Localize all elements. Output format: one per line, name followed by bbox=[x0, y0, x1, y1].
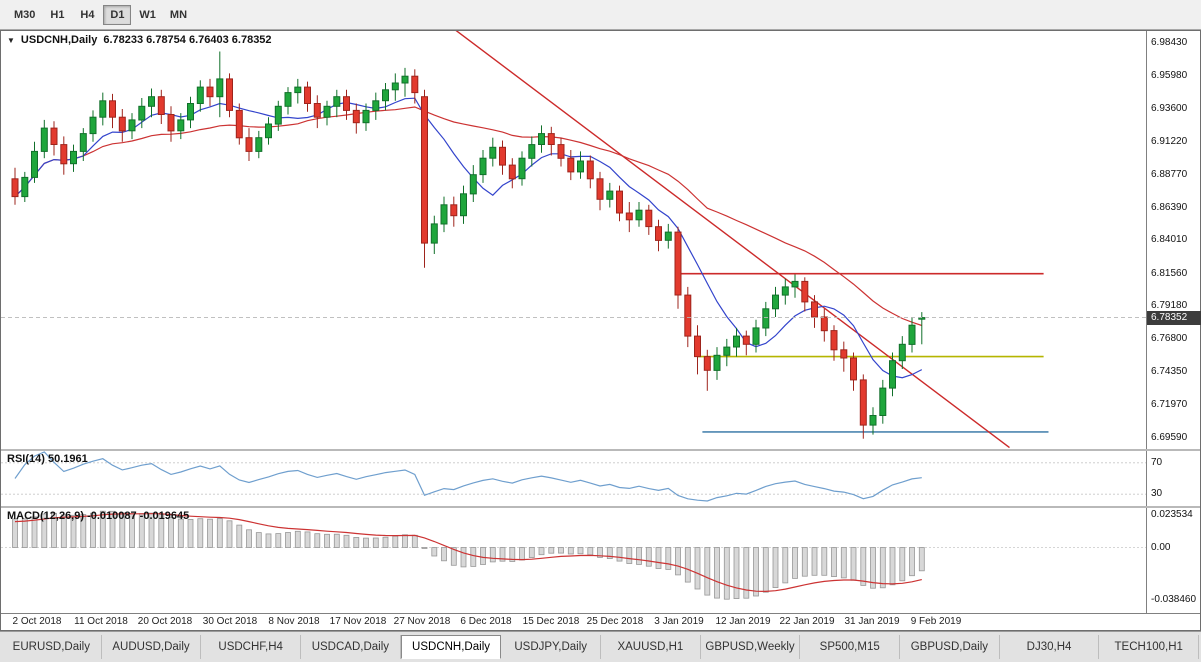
price-scale-label: 6.93600 bbox=[1151, 103, 1188, 114]
time-axis-label: 27 Nov 2018 bbox=[393, 616, 451, 627]
price-scale-label: 6.88770 bbox=[1151, 169, 1188, 180]
chart-tab-gbpusd[interactable]: GBPUSD,Weekly bbox=[700, 635, 801, 659]
timeframe-button-h4[interactable]: H4 bbox=[80, 8, 95, 21]
candlestick-canvas[interactable] bbox=[1, 31, 1146, 449]
chart-tab-tech100[interactable]: TECH100,H1 bbox=[1099, 635, 1200, 659]
time-axis-label: 22 Jan 2019 bbox=[779, 616, 835, 627]
chart-title: ▼ USDCNH,Daily 6.78233 6.78754 6.76403 6… bbox=[7, 34, 272, 46]
time-axis-label: 6 Dec 2018 bbox=[460, 616, 512, 627]
rsi-panel: RSI(14) 50.1961 70 30 bbox=[1, 451, 1200, 506]
time-axis-label: 20 Oct 2018 bbox=[137, 616, 193, 627]
time-axis-label: 15 Dec 2018 bbox=[522, 616, 580, 627]
chart-tab-gbpusd[interactable]: GBPUSD,Daily bbox=[900, 635, 1000, 659]
macd-canvas[interactable] bbox=[1, 508, 1146, 613]
timeframe-button-d1[interactable]: D1 bbox=[103, 4, 132, 25]
panel-splitter[interactable] bbox=[1, 506, 1200, 508]
chart-tabs-bar: EURUSD,Daily AUDUSD,Daily USDCHF,H4 USDCAD,… bbox=[0, 631, 1201, 662]
timeframe-button-w1[interactable]: W1 bbox=[139, 8, 156, 21]
time-axis-label: 25 Dec 2018 bbox=[586, 616, 644, 627]
panel-splitter[interactable] bbox=[1, 449, 1200, 451]
time-axis-label: 3 Jan 2019 bbox=[654, 616, 704, 627]
time-axis-label: 12 Jan 2019 bbox=[715, 616, 771, 627]
chart-tab-dj30[interactable]: DJ30,H4 bbox=[999, 635, 1100, 659]
price-scale-label: 6.84010 bbox=[1151, 234, 1188, 245]
price-scale[interactable]: 6.98430 6.95980 6.93600 6.91220 6.88770 6.863… bbox=[1146, 31, 1201, 449]
macd-scale[interactable]: 0.023534 0.00 -0.038460 bbox=[1146, 508, 1200, 613]
rsi-scale[interactable]: 70 30 bbox=[1146, 451, 1200, 506]
chart-ohlc-values: 6.78233 6.78754 6.76403 6.78352 bbox=[103, 34, 272, 46]
chart-tab-sp500[interactable]: SP500,M15 bbox=[800, 635, 901, 659]
chart-marker-icon: ▼ bbox=[7, 35, 15, 45]
rsi-scale-label: 70 bbox=[1151, 457, 1163, 468]
timeframe-button-mn[interactable]: MN bbox=[169, 8, 188, 21]
price-scale-label: 6.91220 bbox=[1151, 136, 1188, 147]
time-axis-label: 17 Nov 2018 bbox=[329, 616, 387, 627]
price-scale-label: 6.69590 bbox=[1151, 432, 1188, 443]
price-scale-label: 6.98430 bbox=[1151, 37, 1188, 48]
price-scale-label: 6.79180 bbox=[1151, 300, 1188, 311]
main-chart-panel: ▼ USDCNH,Daily 6.78233 6.78754 6.76403 6… bbox=[1, 31, 1201, 449]
chart-tab-audusd[interactable]: AUDUSD,Daily bbox=[101, 635, 202, 659]
timeframe-toolbar: M30 H1 H4 D1 W1 MN bbox=[0, 0, 1201, 30]
rsi-label: RSI(14) 50.1961 bbox=[7, 453, 88, 465]
chart-symbol: USDCNH,Daily bbox=[20, 34, 98, 46]
time-axis[interactable]: 2 Oct 2018 11 Oct 2018 20 Oct 2018 30 Oct 2… bbox=[1, 613, 1200, 630]
rsi-canvas[interactable] bbox=[1, 451, 1146, 506]
macd-scale-label: 0.023534 bbox=[1151, 509, 1193, 520]
price-scale-label: 6.95980 bbox=[1151, 70, 1188, 81]
macd-scale-label: -0.038460 bbox=[1151, 594, 1197, 605]
chart-tab-usdjpy[interactable]: USDJPY,Daily bbox=[501, 635, 602, 659]
timeframe-button-m30[interactable]: M30 bbox=[14, 8, 36, 21]
current-price-badge: 6.78352 bbox=[1147, 311, 1201, 325]
price-scale-label: 6.76800 bbox=[1151, 333, 1188, 344]
chart-tab-usdcad[interactable]: USDCAD,Daily bbox=[301, 635, 401, 659]
timeframe-button-h1[interactable]: H1 bbox=[50, 8, 65, 21]
macd-scale-label: 0.00 bbox=[1151, 542, 1171, 553]
chart-window: ▼ USDCNH,Daily 6.78233 6.78754 6.76403 6… bbox=[0, 30, 1201, 631]
time-axis-label: 2 Oct 2018 bbox=[12, 616, 62, 627]
chart-tab-xauusd[interactable]: XAUUSD,H1 bbox=[601, 635, 701, 659]
macd-label: MACD(12,26,9) -0.010087 -0.019645 bbox=[7, 510, 190, 522]
price-scale-label: 6.71970 bbox=[1151, 399, 1188, 410]
price-scale-label: 6.86390 bbox=[1151, 202, 1188, 213]
price-scale-label: 6.74350 bbox=[1151, 366, 1188, 377]
rsi-scale-label: 30 bbox=[1151, 488, 1163, 499]
chart-tab-usdcnh[interactable]: USDCNH,Daily bbox=[400, 635, 502, 659]
macd-panel: MACD(12,26,9) -0.010087 -0.019645 0.0235… bbox=[1, 508, 1200, 613]
time-axis-label: 9 Feb 2019 bbox=[910, 616, 962, 627]
chart-tab-eurusd[interactable]: EURUSD,Daily bbox=[2, 635, 102, 659]
time-axis-label: 11 Oct 2018 bbox=[74, 616, 128, 627]
chart-tab-usdchf[interactable]: USDCHF,H4 bbox=[201, 635, 302, 659]
time-axis-label: 8 Nov 2018 bbox=[268, 616, 320, 627]
price-scale-label: 6.81560 bbox=[1151, 268, 1188, 279]
time-axis-label: 31 Jan 2019 bbox=[844, 616, 900, 627]
time-axis-label: 30 Oct 2018 bbox=[202, 616, 258, 627]
